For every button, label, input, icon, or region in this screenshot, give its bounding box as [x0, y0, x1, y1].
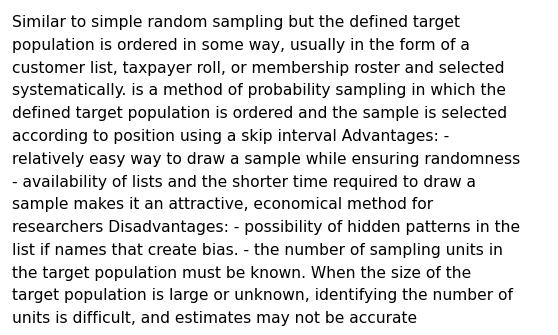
Text: population is ordered in some way, usually in the form of a: population is ordered in some way, usual…	[12, 38, 470, 53]
Text: researchers Disadvantages: - possibility of hidden patterns in the: researchers Disadvantages: - possibility…	[12, 220, 521, 235]
Text: according to position using a skip interval Advantages: -: according to position using a skip inter…	[12, 129, 450, 144]
Text: the target population must be known. When the size of the: the target population must be known. Whe…	[12, 266, 472, 281]
Text: systematically. is a method of probability sampling in which the: systematically. is a method of probabili…	[12, 83, 506, 98]
Text: units is difficult, and estimates may not be accurate: units is difficult, and estimates may no…	[12, 311, 417, 326]
Text: customer list, taxpayer roll, or membership roster and selected: customer list, taxpayer roll, or members…	[12, 61, 505, 76]
Text: relatively easy way to draw a sample while ensuring randomness: relatively easy way to draw a sample whi…	[12, 152, 521, 167]
Text: defined target population is ordered and the sample is selected: defined target population is ordered and…	[12, 106, 507, 121]
Text: target population is large or unknown, identifying the number of: target population is large or unknown, i…	[12, 288, 513, 304]
Text: - availability of lists and the shorter time required to draw a: - availability of lists and the shorter …	[12, 175, 477, 190]
Text: sample makes it an attractive, economical method for: sample makes it an attractive, economica…	[12, 197, 434, 212]
Text: list if names that create bias. - the number of sampling units in: list if names that create bias. - the nu…	[12, 243, 503, 258]
Text: Similar to simple random sampling but the defined target: Similar to simple random sampling but th…	[12, 15, 460, 30]
